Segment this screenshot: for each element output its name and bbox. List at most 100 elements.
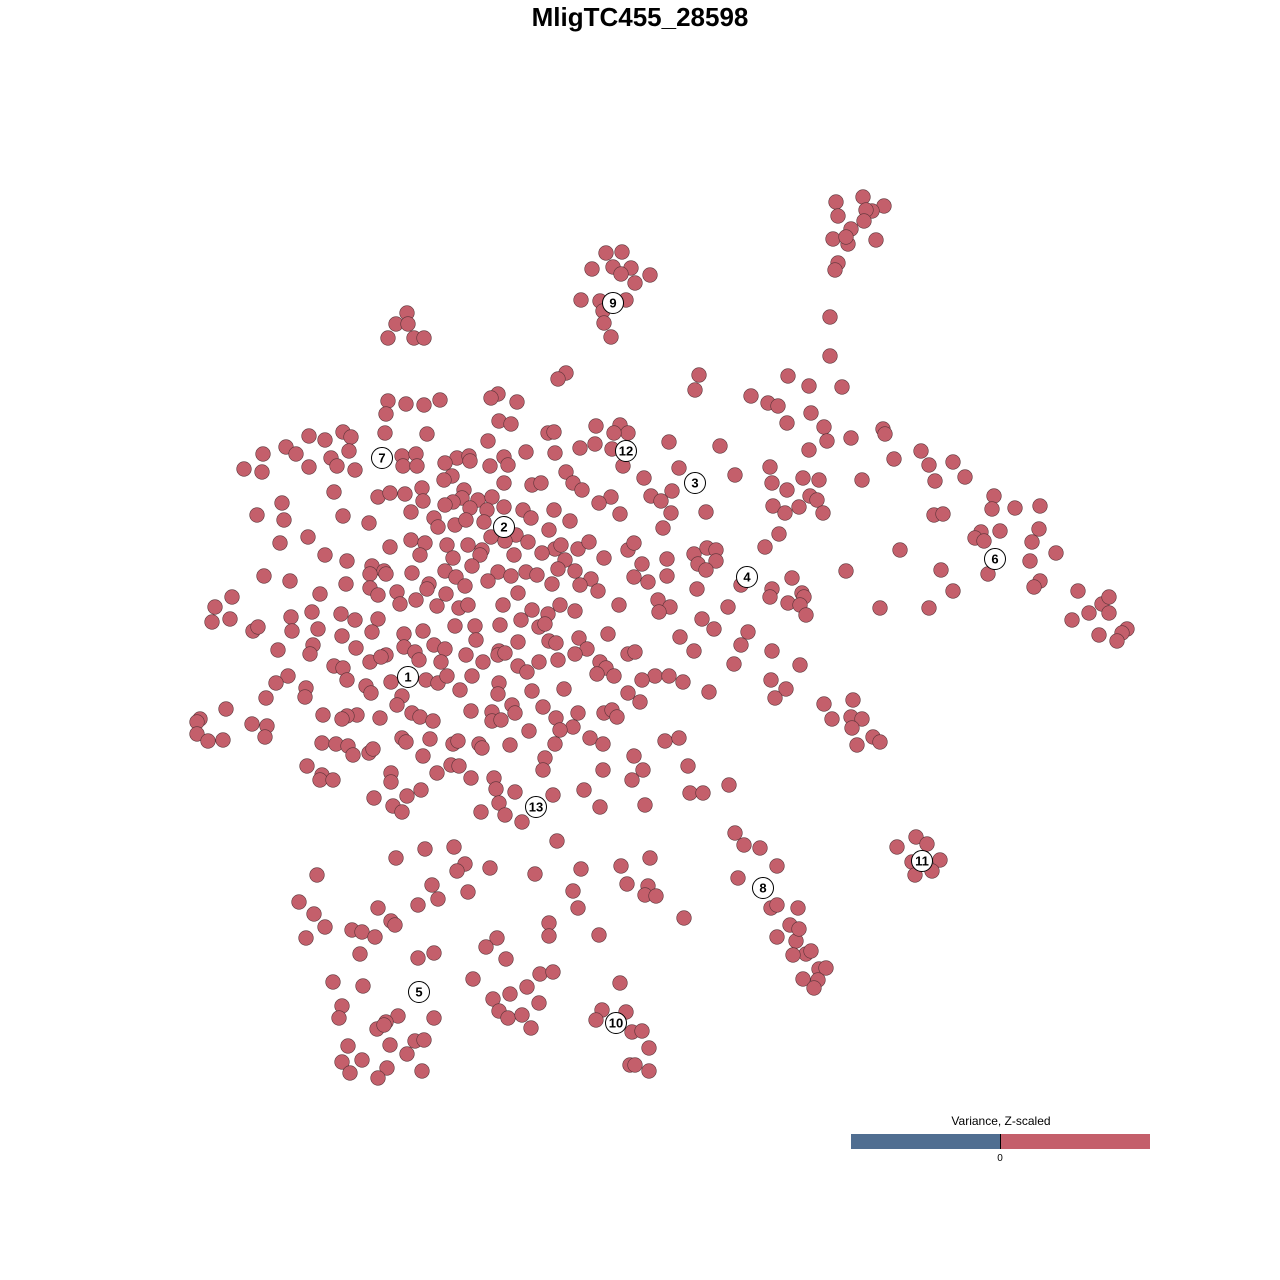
data-point [556, 681, 572, 697]
data-point [492, 617, 508, 633]
data-point [480, 433, 496, 449]
data-point [545, 787, 561, 803]
data-point [370, 611, 386, 627]
data-point [648, 888, 664, 904]
data-point [935, 506, 951, 522]
data-point [301, 428, 317, 444]
cluster-label-6: 6 [984, 548, 1006, 570]
data-point [572, 577, 588, 593]
data-point [379, 1060, 395, 1076]
cluster-label-13: 13 [525, 796, 547, 818]
data-point [399, 1046, 415, 1062]
data-point [348, 640, 364, 656]
data-point [779, 415, 795, 431]
data-point [547, 736, 563, 752]
data-point [642, 850, 658, 866]
data-point [801, 442, 817, 458]
data-point [592, 799, 608, 815]
data-point [493, 712, 509, 728]
data-point [1022, 553, 1038, 569]
data-point [518, 444, 534, 460]
data-point [419, 426, 435, 442]
data-point [591, 927, 607, 943]
data-point [546, 502, 562, 518]
data-point [389, 697, 405, 713]
data-point [276, 512, 292, 528]
data-point [815, 505, 831, 521]
data-point [795, 971, 811, 987]
data-point [531, 995, 547, 1011]
data-point [519, 979, 535, 995]
data-point [587, 436, 603, 452]
data-point [838, 229, 854, 245]
data-point [500, 457, 516, 473]
data-point [769, 858, 785, 874]
data-point [576, 782, 592, 798]
data-point [524, 683, 540, 699]
data-point [676, 910, 692, 926]
data-point [655, 520, 671, 536]
data-point [886, 451, 902, 467]
data-point [329, 458, 345, 474]
data-point [437, 455, 453, 471]
data-point [590, 583, 606, 599]
data-point [426, 1010, 442, 1026]
data-point [541, 522, 557, 538]
cluster-label-text: 5 [415, 985, 422, 1000]
data-point [767, 690, 783, 706]
data-point [712, 438, 728, 454]
data-point [573, 292, 589, 308]
chart-title: MligTC455_28598 [531, 2, 749, 32]
data-point [507, 705, 523, 721]
data-point [447, 618, 463, 634]
data-point [436, 472, 452, 488]
data-point [843, 430, 859, 446]
data-point [868, 232, 884, 248]
data-point [382, 485, 398, 501]
data-point [413, 782, 429, 798]
data-point [362, 566, 378, 582]
data-point [626, 569, 642, 585]
data-point [529, 567, 545, 583]
data-point [333, 606, 349, 622]
data-point [736, 837, 752, 853]
data-point [339, 553, 355, 569]
data-point [450, 733, 466, 749]
data-point [806, 980, 822, 996]
legend-colorbar-negative [851, 1134, 1000, 1149]
cluster-label-3: 3 [684, 472, 706, 494]
data-point [803, 405, 819, 421]
data-point [352, 946, 368, 962]
data-point [855, 189, 871, 205]
data-point [460, 597, 476, 613]
data-point [790, 900, 806, 916]
cluster-label-5: 5 [408, 981, 430, 1003]
cluster-label-badge [684, 472, 706, 494]
data-point [282, 573, 298, 589]
data-point [632, 694, 648, 710]
data-point [334, 1054, 350, 1070]
cluster-label-text: 3 [691, 476, 698, 491]
data-point [784, 570, 800, 586]
data-point [548, 635, 564, 651]
data-point [1031, 521, 1047, 537]
data-point [426, 945, 442, 961]
data-point [541, 928, 557, 944]
data-point [415, 623, 431, 639]
data-point [464, 558, 480, 574]
data-point [315, 707, 331, 723]
data-point [497, 807, 513, 823]
cluster-label-badge [911, 850, 933, 872]
data-point [565, 883, 581, 899]
data-point [429, 598, 445, 614]
data-point [701, 684, 717, 700]
data-point [856, 213, 872, 229]
data-point [771, 526, 787, 542]
data-point [472, 547, 488, 563]
data-point [627, 1057, 643, 1073]
data-point [1101, 605, 1117, 621]
data-point [314, 735, 330, 751]
data-point [624, 772, 640, 788]
data-point [465, 971, 481, 987]
data-point [785, 947, 801, 963]
